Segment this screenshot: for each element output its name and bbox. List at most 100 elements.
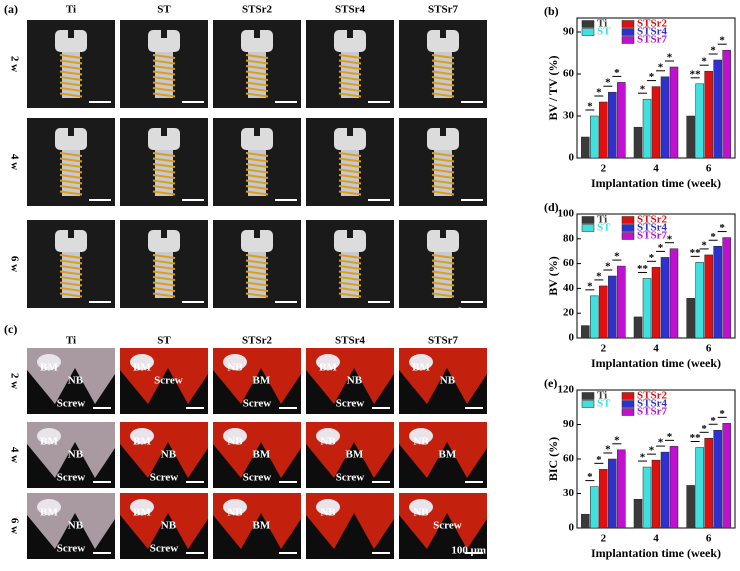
marrow	[223, 354, 247, 370]
tissue-label: Screw	[150, 472, 179, 484]
tissue-label: NB	[68, 449, 84, 461]
thread	[152, 152, 176, 157]
thread	[59, 287, 83, 292]
thread	[338, 70, 362, 76]
thread	[431, 65, 455, 70]
thread	[431, 163, 455, 168]
x-tick-label: 2	[601, 343, 607, 355]
bar	[642, 98, 652, 159]
thread	[431, 54, 455, 59]
marrow	[409, 354, 433, 370]
significance-mark: *	[658, 437, 664, 449]
significance-mark: *	[667, 52, 673, 64]
significance-mark: *	[596, 270, 602, 282]
screw-head	[427, 128, 459, 150]
tissue-label: NB	[227, 506, 243, 518]
bar	[695, 447, 704, 529]
legend-label: ST	[597, 26, 611, 38]
thread	[245, 185, 269, 190]
bar	[617, 82, 626, 159]
thread	[59, 281, 83, 287]
column-header: STSr2	[242, 335, 272, 347]
thread	[152, 174, 176, 179]
bar	[633, 499, 643, 529]
tissue-label: NB	[227, 435, 243, 447]
significance-mark: *	[701, 56, 707, 68]
tissue-label: NB	[320, 506, 336, 518]
row-label: 2 w	[8, 373, 20, 389]
screw-slot	[68, 230, 74, 238]
column-header: STSr4	[335, 4, 365, 16]
screw-slot	[161, 128, 167, 136]
thread	[59, 152, 83, 157]
thread	[59, 185, 83, 190]
thread	[152, 168, 176, 174]
bar	[704, 438, 713, 529]
thread	[338, 276, 362, 281]
thread	[431, 259, 455, 265]
thread	[338, 292, 362, 298]
thread	[338, 281, 362, 287]
legend-label: Ti	[597, 18, 607, 30]
thread	[59, 276, 83, 281]
y-tick-label: 0	[569, 152, 575, 164]
thread	[152, 81, 176, 87]
thread	[245, 81, 269, 87]
screw-head	[148, 128, 180, 150]
tissue-label: BM	[319, 361, 337, 373]
thread	[338, 157, 362, 163]
tissue-label: BM	[253, 520, 271, 532]
thread	[152, 185, 176, 190]
bar	[633, 316, 643, 339]
thread	[59, 190, 83, 196]
thread	[338, 54, 362, 59]
legend-swatch	[621, 400, 635, 408]
marrow	[223, 499, 247, 515]
screw-head	[241, 128, 273, 150]
tissue-label: NB	[440, 375, 456, 387]
marrow	[37, 354, 61, 370]
thread	[245, 179, 269, 185]
thread	[245, 168, 269, 174]
thread	[431, 276, 455, 281]
significance-mark: *	[596, 454, 602, 466]
thread	[152, 92, 176, 98]
thread	[245, 76, 269, 81]
bar	[633, 126, 643, 159]
thread	[245, 54, 269, 59]
significance-mark: *	[596, 87, 602, 99]
screw-head	[55, 30, 87, 52]
thread	[338, 92, 362, 98]
thread	[152, 163, 176, 168]
tissue-label: Screw	[150, 543, 179, 555]
tissue-label: BM	[133, 361, 151, 373]
thread	[431, 254, 455, 259]
thread	[152, 157, 176, 163]
thread	[152, 281, 176, 287]
scale-label: 100 μm	[451, 545, 486, 557]
bar	[617, 265, 626, 339]
bar	[713, 59, 722, 159]
y-axis-label: BV (%)	[546, 256, 560, 295]
tissue-label: BM	[40, 506, 58, 518]
tissue-label: Screw	[336, 398, 365, 410]
thread	[59, 59, 83, 65]
screw-head	[148, 230, 180, 252]
thread	[431, 179, 455, 185]
x-tick-label: 6	[706, 343, 712, 355]
bar	[608, 458, 617, 529]
legend-swatch	[621, 408, 635, 416]
marrow	[223, 428, 247, 444]
screw-head	[241, 230, 273, 252]
y-tick-label: 40	[563, 282, 575, 294]
thread	[59, 65, 83, 70]
thread	[245, 287, 269, 292]
thread	[338, 259, 362, 265]
y-tick-label: 0	[569, 522, 575, 534]
legend-label: ST	[597, 222, 611, 234]
legend-swatch	[581, 392, 595, 400]
legend-swatch	[621, 232, 635, 240]
x-axis-label: Implantation time (week)	[591, 546, 721, 560]
tissue-label: BM	[40, 361, 58, 373]
thread	[431, 174, 455, 179]
